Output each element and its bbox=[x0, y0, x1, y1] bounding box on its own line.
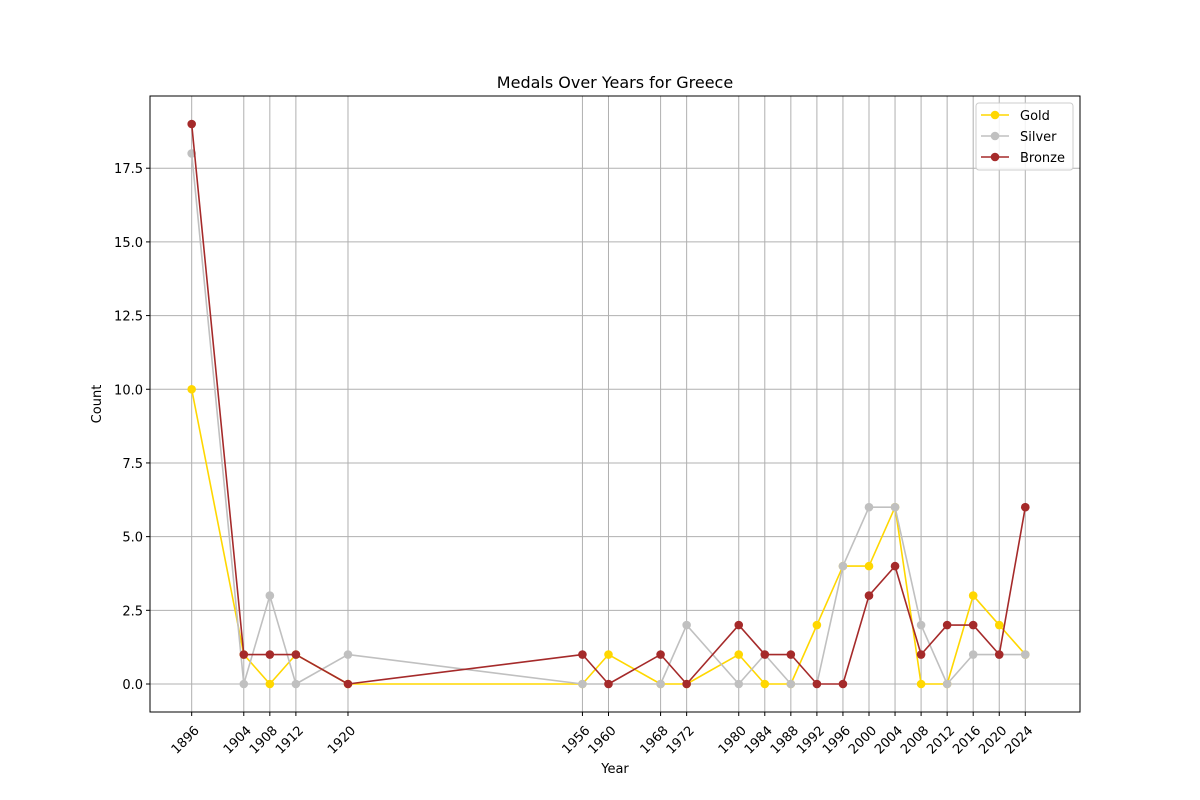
bronze-data-point bbox=[604, 679, 613, 689]
x-tick-label: 1912 bbox=[273, 723, 307, 757]
y-tick-label: 2.5 bbox=[122, 604, 143, 619]
x-tick-label: 2004 bbox=[872, 723, 906, 757]
bronze-data-point bbox=[343, 679, 353, 689]
legend-silver-swatch-marker bbox=[990, 131, 1000, 141]
x-tick-label: 1996 bbox=[820, 723, 854, 757]
silver-data-point bbox=[656, 679, 665, 689]
bronze-data-point bbox=[265, 650, 275, 659]
silver-data-point bbox=[786, 679, 796, 689]
gold-data-point bbox=[994, 620, 1004, 630]
legend-gold-swatch-marker bbox=[990, 110, 1000, 120]
x-tick-label: 2024 bbox=[1002, 723, 1036, 757]
gold-data-point bbox=[916, 679, 926, 689]
y-tick-label: 17.5 bbox=[114, 162, 143, 177]
bronze-data-point bbox=[656, 650, 665, 659]
legend-silver-label: Silver bbox=[1020, 130, 1057, 145]
silver-data-point bbox=[578, 679, 587, 689]
silver-data-point bbox=[838, 561, 848, 571]
bronze-data-point bbox=[291, 650, 301, 659]
bronze-data-point bbox=[942, 620, 952, 630]
x-tick-label: 2016 bbox=[950, 723, 984, 757]
gold-data-point bbox=[734, 650, 744, 659]
bronze-data-point bbox=[578, 650, 587, 659]
y-tick-label: 7.5 bbox=[122, 457, 143, 472]
x-axis-label: Year bbox=[600, 762, 629, 777]
x-tick-label: 1904 bbox=[221, 723, 255, 757]
x-tick-label: 2012 bbox=[924, 723, 958, 757]
x-tick-label: 1968 bbox=[638, 723, 672, 757]
silver-data-point bbox=[864, 502, 874, 512]
silver-data-point bbox=[734, 679, 744, 689]
grid-lines bbox=[150, 96, 1080, 712]
series-lines bbox=[187, 119, 1030, 689]
silver-data-point bbox=[1020, 650, 1030, 659]
y-axis-label: Count bbox=[90, 385, 105, 424]
silver-data-point bbox=[291, 679, 301, 689]
x-tick-label: 1960 bbox=[586, 723, 620, 757]
gold-data-point bbox=[968, 591, 978, 600]
bronze-data-point bbox=[1020, 502, 1030, 512]
x-tick-label: 1908 bbox=[247, 723, 281, 757]
gold-data-point bbox=[812, 620, 822, 630]
silver-data-point bbox=[968, 650, 978, 659]
silver-data-point bbox=[890, 502, 900, 512]
x-tick-label: 1920 bbox=[325, 723, 359, 757]
legend: Gold Silver Bronze bbox=[975, 102, 1074, 171]
x-tick-label: 1988 bbox=[768, 723, 802, 757]
legend-gold-label: Gold bbox=[1020, 109, 1050, 124]
chart-title: Medals Over Years for Greece bbox=[497, 73, 733, 92]
bronze-data-point bbox=[812, 679, 822, 689]
silver-data-point bbox=[239, 679, 249, 689]
silver-data-point bbox=[343, 650, 353, 659]
x-tick-label: 2020 bbox=[976, 723, 1010, 757]
x-tick-label: 2000 bbox=[846, 723, 880, 757]
y-tick-label: 0.0 bbox=[122, 678, 143, 693]
silver-data-point bbox=[942, 679, 952, 689]
bronze-data-point bbox=[968, 620, 978, 630]
silver-data-point bbox=[682, 620, 691, 630]
legend-bronze-label: Bronze bbox=[1020, 151, 1065, 166]
bronze-data-point bbox=[838, 679, 848, 689]
bronze-data-point bbox=[994, 650, 1004, 659]
legend-box bbox=[975, 102, 1074, 171]
silver-data-point bbox=[916, 620, 926, 630]
bronze-data-point bbox=[239, 650, 249, 659]
bronze-data-point bbox=[916, 650, 926, 659]
gold-data-point bbox=[187, 384, 196, 394]
y-tick-label: 12.5 bbox=[114, 310, 143, 325]
x-tick-label: 1972 bbox=[664, 723, 698, 757]
gold-data-point bbox=[760, 679, 770, 689]
x-tick-label: 1956 bbox=[559, 723, 593, 757]
gold-data-point bbox=[864, 561, 874, 571]
x-tick-label: 1992 bbox=[794, 723, 828, 757]
gold-data-point bbox=[265, 679, 275, 689]
silver-data-point bbox=[265, 591, 275, 600]
y-tick-label: 10.0 bbox=[114, 383, 143, 398]
bronze-data-point bbox=[786, 650, 796, 659]
bronze-data-point bbox=[187, 119, 196, 129]
x-tick-label: 1980 bbox=[716, 723, 750, 757]
plot-frame bbox=[149, 95, 1081, 713]
bronze-data-point bbox=[760, 650, 770, 659]
legend-bronze-swatch-marker bbox=[990, 152, 1000, 162]
bronze-data-point bbox=[864, 591, 874, 600]
x-tick-label: 1896 bbox=[169, 723, 203, 757]
bronze-data-point bbox=[682, 679, 691, 689]
y-tick-label: 5.0 bbox=[122, 531, 143, 546]
y-tick-label: 15.0 bbox=[114, 236, 143, 251]
x-tick-label: 1984 bbox=[742, 723, 776, 757]
bronze-data-point bbox=[734, 620, 744, 630]
bronze-data-point bbox=[890, 561, 900, 571]
gold-data-point bbox=[604, 650, 613, 659]
x-tick-label: 2008 bbox=[898, 723, 932, 757]
